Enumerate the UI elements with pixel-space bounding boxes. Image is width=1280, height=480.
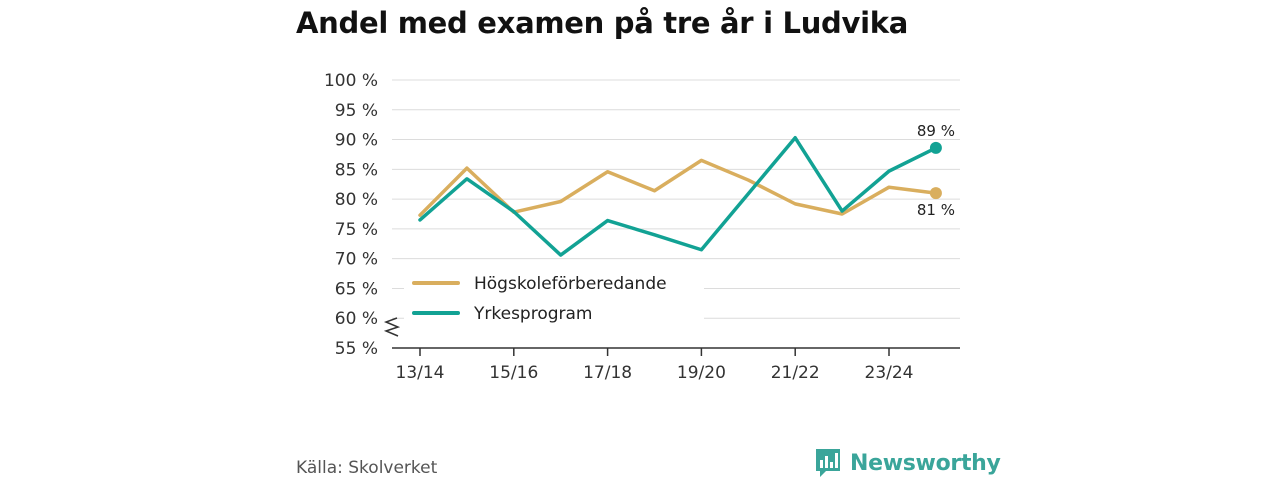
end-label-1: 81 %: [917, 201, 955, 219]
x-tick-label: 23/24: [865, 363, 914, 383]
x-tick-label: 15/16: [489, 363, 538, 383]
x-tick-label: 21/22: [771, 363, 820, 383]
source-note: Källa: Skolverket: [296, 458, 438, 478]
y-tick-label: 80 %: [335, 190, 378, 210]
bar-chart-speech-icon: [816, 449, 840, 477]
legend-label-2: Yrkesprogram: [473, 304, 593, 324]
y-tick-label: 75 %: [335, 220, 378, 240]
series-end-point-1: [929, 187, 942, 200]
series-end-point-2: [929, 141, 942, 154]
y-tick-label: 90 %: [335, 131, 378, 151]
x-tick-label: 17/18: [583, 363, 632, 383]
axis-break-icon: [383, 317, 401, 337]
x-tick-label: 19/20: [677, 363, 726, 383]
x-tick-label: 13/14: [396, 363, 445, 383]
y-tick-label: 70 %: [335, 250, 378, 270]
legend-label-1: Högskoleförberedande: [474, 274, 667, 294]
y-tick-label: 55 %: [335, 339, 378, 359]
newsworthy-logo: Newsworthy: [814, 446, 1001, 480]
y-tick-label: 95 %: [335, 101, 378, 121]
y-tick-label: 100 %: [324, 71, 378, 91]
y-tick-label: 60 %: [335, 309, 378, 329]
y-tick-label: 85 %: [335, 160, 378, 180]
end-label-2: 89 %: [917, 122, 955, 140]
series-line-2: [418, 136, 938, 257]
y-tick-label: 65 %: [335, 279, 378, 299]
chart-title: Andel med examen på tre år i Ludvika: [296, 6, 909, 40]
line-chart: 55 % 60 % 65 % 70 % 75 % 80 % 85 % 90 % 95 % 100 …: [324, 71, 960, 383]
logo-text: Newsworthy: [850, 450, 1001, 476]
series-line-1: [418, 158, 938, 217]
